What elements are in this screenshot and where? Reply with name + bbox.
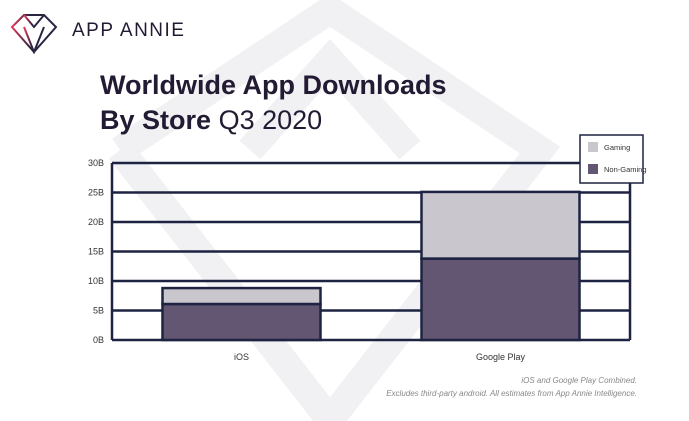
chart-title-line2: By Store Q3 2020 bbox=[100, 105, 322, 136]
y-tick-label: 15B bbox=[88, 247, 104, 257]
legend-label: Gaming bbox=[604, 143, 630, 152]
x-tick-label: iOS bbox=[234, 352, 249, 362]
y-tick-label: 25B bbox=[88, 188, 104, 198]
legend-swatch bbox=[588, 164, 598, 174]
footnote-2: Excludes third-party android. All estima… bbox=[386, 389, 637, 398]
y-tick-label: 0B bbox=[93, 335, 104, 345]
bar-non-gaming-google-play bbox=[420, 257, 581, 342]
y-tick-label: 20B bbox=[88, 217, 104, 227]
title-bold: By Store bbox=[100, 105, 212, 135]
bar-gaming-google-play bbox=[420, 190, 581, 260]
bar-non-gaming-ios bbox=[161, 302, 322, 342]
bar-gaming-ios bbox=[161, 286, 322, 306]
y-tick-label: 5B bbox=[93, 306, 104, 316]
y-tick-label: 30B bbox=[88, 158, 104, 168]
legend-swatch bbox=[588, 142, 598, 152]
title-period: Q3 2020 bbox=[218, 105, 323, 135]
brand-name: APP ANNIE bbox=[72, 20, 186, 41]
chart-title-line1: Worldwide App Downloads bbox=[100, 70, 447, 100]
legend-label: Non-Gaming bbox=[604, 165, 647, 174]
app-annie-logo-icon bbox=[10, 14, 58, 54]
footnote-1: iOS and Google Play Combined. bbox=[521, 376, 637, 385]
x-tick-label: Google Play bbox=[476, 352, 526, 362]
y-tick-label: 10B bbox=[88, 276, 104, 286]
